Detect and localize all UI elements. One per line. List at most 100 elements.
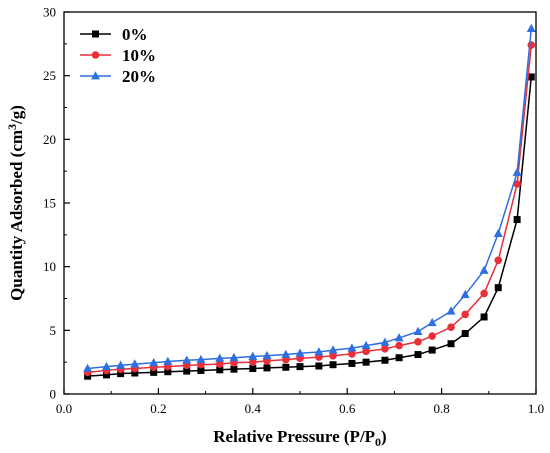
data-point (414, 337, 422, 346)
data-point (315, 362, 323, 370)
data-point (262, 351, 272, 360)
data-point (428, 346, 436, 354)
y-tick-label: 30 (43, 5, 56, 20)
y-axis-title-main: Quantity Adsorbed (cm (7, 130, 26, 301)
x-axis-title-end: ) (381, 427, 387, 446)
data-point (102, 371, 110, 379)
data-point (101, 361, 111, 371)
y-tick-label: 10 (43, 259, 56, 274)
data-point (512, 167, 522, 176)
data-point (230, 365, 238, 373)
data-point (216, 366, 224, 374)
data-point (149, 358, 159, 367)
legend-marker (91, 71, 100, 80)
x-axis-title: Relative Pressure (P/P0) (213, 427, 386, 449)
data-point (513, 216, 521, 224)
data-point (414, 351, 422, 359)
data-point (182, 355, 192, 364)
data-point (362, 358, 370, 366)
y-axis-title: Quantity Adsorbed (cm3/g) (5, 105, 26, 301)
data-point (329, 352, 337, 360)
series-line (87, 45, 533, 374)
data-point (480, 289, 488, 298)
y-axis-title-superscript: 3 (5, 124, 19, 130)
data-point (381, 356, 389, 364)
data-point (447, 340, 455, 348)
data-point (413, 326, 423, 336)
data-point (150, 368, 158, 376)
data-point (163, 356, 173, 365)
legend: 0% 10% 20% (80, 25, 156, 86)
data-point (348, 359, 356, 367)
data-point (347, 343, 357, 352)
series-2 (83, 41, 536, 377)
data-point (329, 361, 337, 369)
data-point (83, 363, 93, 372)
data-point (328, 345, 338, 354)
legend-label: 10% (122, 46, 156, 65)
series-1 (84, 73, 535, 380)
x-tick-label: 0.0 (56, 401, 72, 416)
data-point (281, 349, 291, 358)
data-point (447, 323, 455, 331)
series-3 (83, 23, 536, 372)
data-point (348, 350, 356, 358)
data-point (527, 73, 535, 81)
data-point (394, 333, 404, 342)
x-tick-label: 1.0 (528, 401, 544, 416)
data-point (295, 348, 305, 357)
y-tick-label: 15 (43, 196, 56, 211)
data-point (361, 340, 371, 350)
data-point (493, 228, 503, 237)
data-point (249, 365, 257, 373)
data-point (480, 313, 488, 321)
data-point (526, 23, 536, 32)
data-point (229, 352, 239, 362)
data-point (479, 265, 489, 274)
data-point (130, 359, 140, 368)
y-tick-label: 0 (50, 387, 57, 402)
data-point (460, 289, 470, 299)
legend-label: 20% (122, 67, 156, 86)
legend-marker (92, 30, 99, 38)
series-layer (83, 23, 536, 380)
data-point (380, 337, 390, 346)
series-line (87, 76, 533, 377)
x-tick-label: 0.4 (245, 401, 262, 416)
data-point (461, 310, 470, 319)
x-tick-label: 0.2 (150, 401, 166, 416)
data-point (183, 367, 191, 375)
data-point (527, 41, 536, 49)
data-point (282, 363, 290, 371)
data-point (215, 360, 224, 368)
legend-label: 0% (122, 25, 148, 44)
data-point (494, 256, 503, 265)
data-point (131, 369, 139, 377)
y-tick-label: 5 (50, 323, 57, 338)
y-tick-label: 20 (43, 132, 56, 147)
y-tick-label: 25 (43, 68, 56, 83)
series-line (87, 28, 533, 370)
x-axis-title-subscript: 0 (375, 435, 381, 449)
data-point (446, 306, 456, 315)
data-point (428, 332, 436, 340)
x-axis-title-main: Relative Pressure (P/P (213, 427, 375, 446)
data-point (249, 358, 257, 366)
data-point (117, 370, 125, 378)
x-tick-label: 0.8 (433, 401, 449, 416)
data-point (395, 341, 403, 350)
data-point (314, 347, 324, 356)
data-point (296, 363, 304, 371)
data-point (461, 330, 469, 338)
data-point (395, 354, 403, 362)
axes-layer: 0.0 0.2 0.4 0.6 0.8 1.0 0 5 10 15 20 25 30 (43, 5, 544, 417)
data-point (215, 353, 225, 362)
data-point (494, 284, 502, 292)
data-point (513, 180, 521, 188)
data-point (116, 360, 126, 369)
data-point (381, 344, 389, 353)
data-point (248, 351, 258, 360)
data-point (427, 317, 437, 327)
data-point (84, 372, 92, 380)
